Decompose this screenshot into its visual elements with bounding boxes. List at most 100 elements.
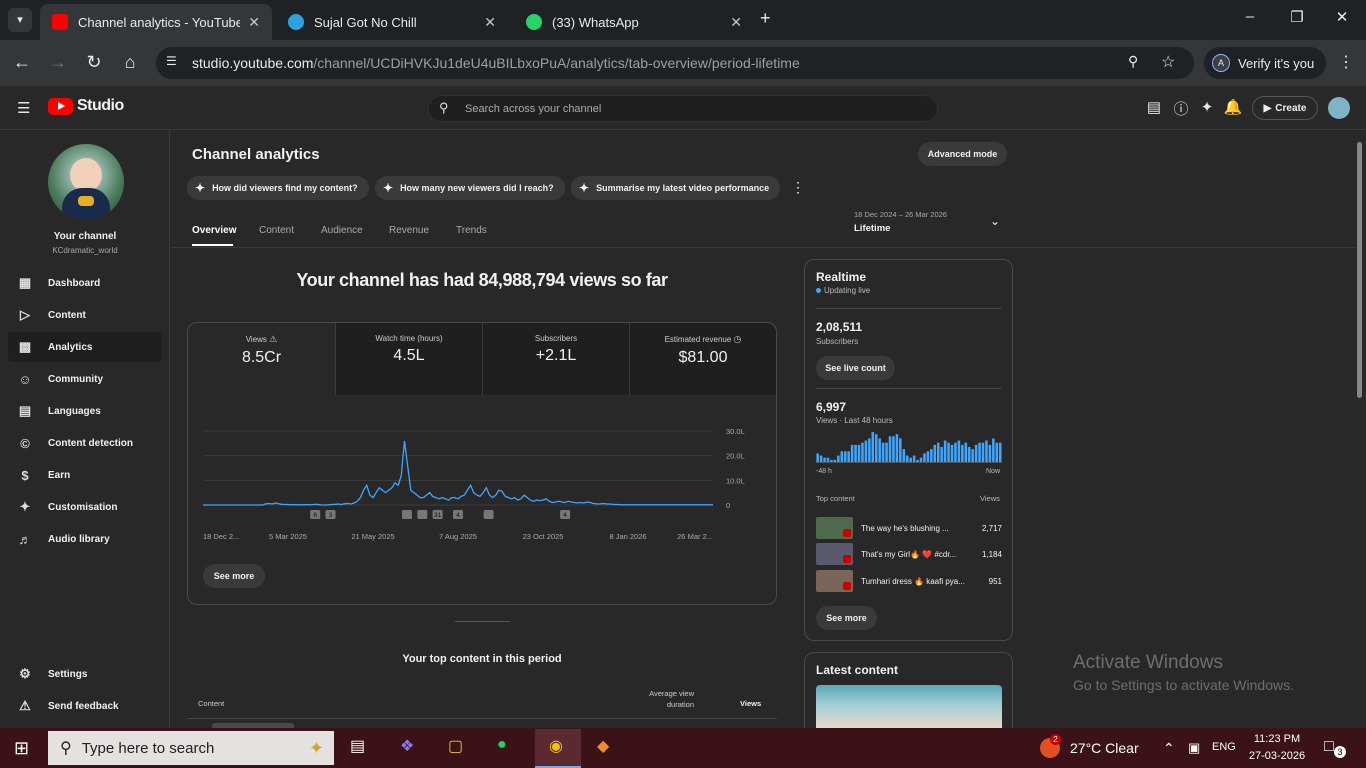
- bookmark-star-icon[interactable]: ☆: [1161, 54, 1176, 71]
- realtime-bar[interactable]: [926, 451, 930, 462]
- tab-revenue[interactable]: Revenue: [389, 225, 430, 236]
- forward-icon[interactable]: →: [49, 52, 67, 72]
- realtime-bar[interactable]: [988, 444, 992, 462]
- sidebar-item-analytics[interactable]: ▩ Analytics: [8, 332, 162, 362]
- taskbar-search-input[interactable]: ⚲ Type here to search ✦: [48, 731, 334, 765]
- top-content-item[interactable]: Tumhari dress 🔥 kaafi pya... 951: [816, 570, 1002, 592]
- realtime-bar[interactable]: [950, 444, 954, 462]
- tab-search-button[interactable]: ▾: [8, 8, 32, 32]
- tab-trends[interactable]: Trends: [456, 225, 487, 236]
- realtime-bar[interactable]: [837, 455, 840, 462]
- realtime-bar[interactable]: [847, 451, 850, 462]
- realtime-bar[interactable]: [916, 459, 919, 462]
- help-icon[interactable]: ⓘ: [1173, 101, 1189, 118]
- close-tab-icon[interactable]: ✕: [484, 13, 496, 30]
- realtime-bar[interactable]: [971, 449, 974, 462]
- chrome-taskbar-button[interactable]: [535, 729, 581, 768]
- taskbar-time[interactable]: 11:23 PM: [1253, 733, 1301, 745]
- realtime-bar[interactable]: [892, 436, 895, 462]
- sidebar-item-audio-library[interactable]: ♬ Audio library: [8, 524, 162, 554]
- fl-studio-icon[interactable]: ◆: [597, 738, 610, 755]
- close-window-icon[interactable]: ✕: [1335, 9, 1349, 26]
- realtime-bar[interactable]: [981, 442, 985, 462]
- views-line-chart[interactable]: 30.0L 20.0L 10.0L 0 6 3 31 4 4 18 Dec 2... 5 Mar 2…: [188, 405, 776, 555]
- realtime-bar[interactable]: [861, 442, 864, 462]
- close-tab-icon[interactable]: ✕: [730, 13, 742, 30]
- browser-tab-youtube-studio[interactable]: Channel analytics - YouTube Studio ✕: [40, 4, 272, 40]
- spotify-icon[interactable]: ●: [497, 736, 507, 753]
- sidebar-item-earn[interactable]: $ Earn: [8, 460, 162, 490]
- realtime-bar[interactable]: [967, 447, 971, 462]
- metric-subscribers[interactable]: Subscribers +2.1L: [482, 323, 629, 395]
- browser-menu-icon[interactable]: ⋮: [1338, 54, 1354, 71]
- sidebar-item-send-feedback[interactable]: ⚠ Send feedback: [8, 691, 162, 721]
- verify-profile-button[interactable]: A Verify it's you: [1204, 47, 1326, 79]
- realtime-bar[interactable]: [826, 457, 830, 462]
- realtime-bar[interactable]: [843, 451, 847, 462]
- weather-widget[interactable]: 2 27°C Clear: [1040, 734, 1139, 758]
- realtime-bar[interactable]: [923, 453, 926, 462]
- realtime-bar[interactable]: [912, 455, 916, 462]
- sidebar-item-settings[interactable]: ⚙ Settings: [8, 659, 162, 689]
- studio-search-input[interactable]: ⚲ Search across your channel: [428, 95, 938, 122]
- minimize-icon[interactable]: –: [1245, 8, 1255, 25]
- more-options-icon[interactable]: ⋮: [791, 179, 805, 195]
- realtime-bar[interactable]: [840, 451, 844, 462]
- tab-content[interactable]: Content: [259, 225, 295, 236]
- account-avatar[interactable]: [1328, 97, 1350, 119]
- metric-revenue[interactable]: Estimated revenue ◷ $81.00: [629, 323, 776, 395]
- realtime-bar[interactable]: [816, 453, 819, 462]
- back-icon[interactable]: ←: [13, 52, 31, 72]
- col-header-views[interactable]: Views: [740, 699, 762, 708]
- sidebar-item-community[interactable]: ☺ Community: [8, 364, 162, 394]
- home-icon[interactable]: ⌂: [124, 52, 136, 72]
- realtime-bar[interactable]: [974, 444, 978, 462]
- realtime-bar[interactable]: [871, 432, 875, 462]
- metric-views[interactable]: Views ⚠ 8.5Cr: [188, 323, 335, 395]
- camera-icon[interactable]: ▣: [1188, 740, 1201, 755]
- realtime-bar[interactable]: [868, 438, 871, 462]
- realtime-bar[interactable]: [943, 440, 947, 462]
- realtime-bar[interactable]: [940, 447, 943, 462]
- create-button[interactable]: ▶ Create: [1252, 96, 1318, 120]
- realtime-bar[interactable]: [819, 455, 823, 462]
- realtime-bar[interactable]: [933, 444, 937, 462]
- realtime-bar[interactable]: [947, 442, 950, 462]
- notifications-bell-icon[interactable]: 🔔: [1223, 99, 1243, 116]
- realtime-bar[interactable]: [930, 449, 933, 462]
- realtime-bar[interactable]: [905, 455, 909, 462]
- sidebar-item-content-detection[interactable]: © Content detection: [8, 428, 162, 458]
- realtime-bar[interactable]: [978, 442, 981, 462]
- realtime-bar[interactable]: [864, 440, 868, 462]
- chrome-icon[interactable]: ◉: [549, 738, 563, 755]
- realtime-bar[interactable]: [961, 444, 964, 462]
- realtime-bar[interactable]: [998, 442, 1002, 462]
- realtime-bar[interactable]: [957, 440, 961, 462]
- realtime-bar[interactable]: [823, 457, 826, 462]
- browser-tab-whatsapp[interactable]: (33) WhatsApp ✕: [514, 4, 754, 40]
- realtime-bar[interactable]: [830, 459, 833, 462]
- realtime-bar[interactable]: [902, 449, 906, 462]
- hamburger-menu-icon[interactable]: ☰: [17, 100, 31, 117]
- realtime-bar[interactable]: [895, 434, 899, 462]
- realtime-bar[interactable]: [936, 442, 940, 462]
- advanced-mode-button[interactable]: Advanced mode: [918, 142, 1007, 166]
- realtime-bar[interactable]: [909, 457, 912, 462]
- realtime-bar[interactable]: [881, 442, 885, 462]
- realtime-bar[interactable]: [992, 438, 995, 462]
- studio-logo[interactable]: Studio: [48, 97, 124, 115]
- realtime-bar[interactable]: [995, 442, 999, 462]
- realtime-bar[interactable]: [954, 442, 957, 462]
- restore-icon[interactable]: ❐: [1290, 9, 1304, 26]
- realtime-bar[interactable]: [878, 438, 881, 462]
- top-content-item[interactable]: The way he's blushing ... 2,717: [816, 517, 1002, 539]
- page-scrollbar[interactable]: [1357, 142, 1362, 398]
- realtime-bar[interactable]: [919, 457, 923, 462]
- realtime-bar[interactable]: [985, 440, 988, 462]
- language-indicator[interactable]: ENG: [1212, 741, 1236, 753]
- table-row-thumbnail[interactable]: [212, 723, 294, 728]
- taskbar-date[interactable]: 27-03-2026: [1248, 750, 1306, 762]
- sidebar-item-languages[interactable]: ▤ Languages: [8, 396, 162, 426]
- sparkle-icon[interactable]: ✦: [1200, 99, 1214, 116]
- latest-video-thumbnail[interactable]: [816, 685, 1002, 728]
